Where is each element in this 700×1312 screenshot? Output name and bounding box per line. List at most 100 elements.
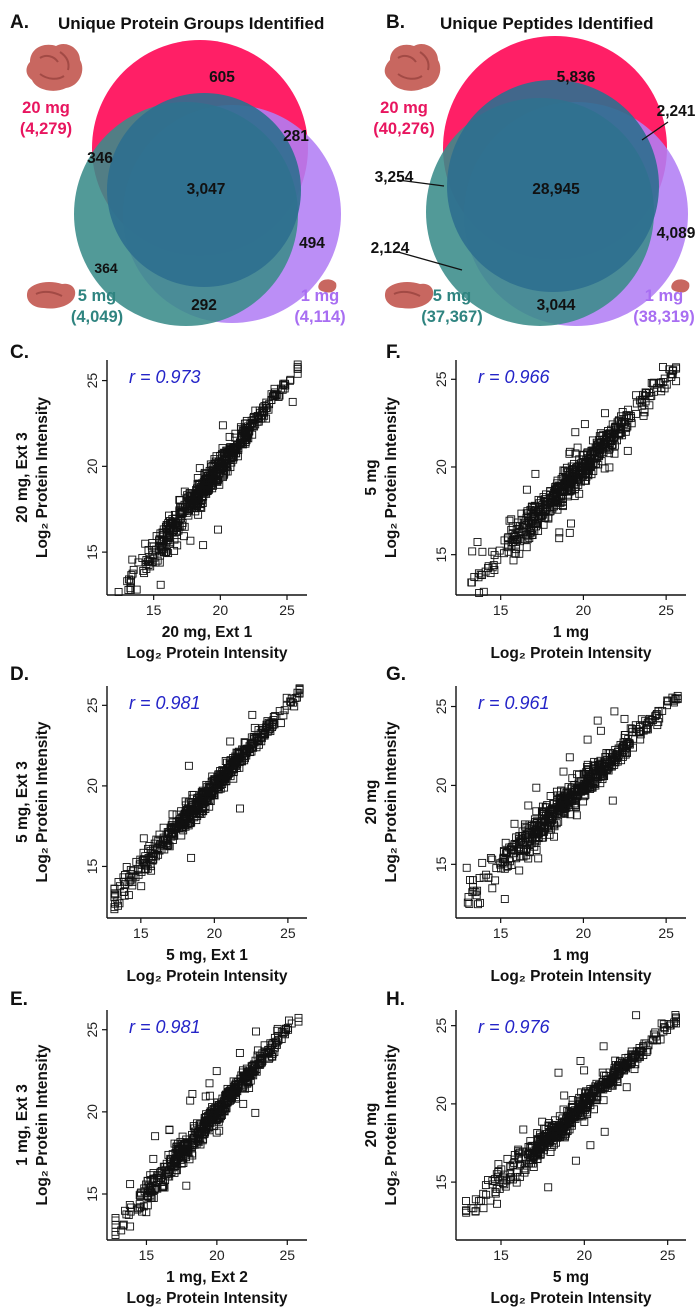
data-point	[124, 586, 133, 594]
data-point	[672, 377, 681, 386]
data-point	[184, 808, 193, 817]
data-point	[234, 1082, 243, 1091]
data-point	[478, 547, 487, 556]
data-point	[571, 801, 580, 809]
data-point	[586, 785, 595, 793]
y-tick-label: 25	[433, 371, 449, 387]
data-point	[500, 895, 509, 903]
data-point	[536, 1142, 545, 1151]
data-point	[246, 420, 255, 429]
data-point	[187, 853, 196, 862]
data-point	[521, 1165, 530, 1174]
x-tick-label: 15	[139, 1247, 155, 1263]
data-point	[239, 1066, 247, 1075]
data-point	[610, 423, 619, 432]
data-point	[534, 854, 543, 863]
data-point	[178, 1145, 187, 1154]
data-point	[212, 1116, 221, 1125]
data-point	[655, 714, 664, 723]
data-point	[556, 481, 565, 490]
data-point	[223, 1098, 232, 1107]
data-point	[580, 1066, 589, 1075]
data-point	[295, 689, 304, 698]
x-tick-label: 25	[280, 925, 296, 941]
data-point	[572, 811, 581, 820]
data-point	[550, 832, 558, 841]
data-point	[119, 1221, 128, 1230]
data-point	[488, 547, 497, 556]
data-point	[507, 515, 516, 524]
data-point	[641, 397, 650, 406]
data-point	[220, 1106, 229, 1115]
data-point	[276, 719, 285, 728]
y-axis-label: 20 mg	[363, 1103, 380, 1148]
data-point	[468, 547, 477, 556]
data-point	[145, 1184, 154, 1193]
data-point	[199, 541, 208, 550]
data-point	[523, 535, 532, 544]
data-point	[560, 1091, 569, 1100]
data-point	[234, 754, 243, 763]
data-point	[201, 1092, 210, 1101]
venn-b-total-20mg: (40,276)	[373, 120, 434, 138]
scatter-panel: F. 15 20 25 15 20 25 r = 0.966 1 mg Log₂ Protein …	[363, 342, 686, 662]
venn-a-total-20mg: (4,279)	[20, 120, 72, 138]
data-point	[626, 411, 635, 420]
data-point	[519, 846, 528, 855]
data-point	[210, 783, 219, 792]
data-point	[250, 723, 259, 732]
data-point	[618, 752, 627, 761]
data-point	[624, 414, 633, 423]
x-tick-label: 20	[207, 925, 223, 941]
data-point	[624, 405, 633, 414]
x-axis-units-label: Log₂ Protein Intensity	[490, 1290, 651, 1307]
data-point	[124, 878, 133, 887]
data-point	[552, 819, 561, 828]
y-axis-label: 5 mg	[363, 459, 380, 495]
data-point	[565, 528, 574, 537]
data-point	[574, 1102, 583, 1111]
data-point	[647, 391, 656, 400]
x-axis-label: 20 mg, Ext 1	[162, 624, 253, 641]
venn-b-20-5: 3,254	[375, 169, 414, 186]
data-point	[636, 735, 645, 744]
data-point	[258, 407, 267, 416]
data-point	[560, 794, 569, 803]
data-point	[640, 1039, 649, 1048]
data-point	[599, 1042, 608, 1051]
data-point	[149, 1194, 158, 1202]
data-point	[190, 491, 199, 500]
data-point	[563, 492, 572, 501]
data-point	[580, 420, 589, 429]
x-axis-units-label: Log₂ Protein Intensity	[490, 645, 651, 662]
data-point	[252, 1027, 260, 1036]
data-point	[138, 1207, 146, 1216]
data-point	[512, 524, 521, 533]
data-point	[249, 1071, 258, 1080]
data-point	[162, 530, 171, 539]
data-point	[649, 387, 658, 396]
data-point	[656, 1035, 665, 1044]
data-point	[212, 1067, 221, 1076]
x-tick-label: 15	[493, 602, 509, 618]
panel-letter: H.	[386, 989, 405, 1010]
data-point	[621, 427, 630, 436]
data-point	[224, 769, 233, 778]
data-point	[559, 767, 568, 776]
data-point	[565, 447, 574, 456]
data-point	[571, 449, 580, 458]
data-point	[514, 535, 523, 543]
venn-a-20-5: 346	[87, 150, 113, 167]
data-point	[195, 480, 204, 489]
scatter-panels: C. 15 20 25 15 20 25 r = 0.973 20 mg, Ext 1 Log₂ …	[10, 342, 686, 1307]
data-point	[476, 898, 484, 907]
data-point	[513, 536, 522, 545]
data-point	[467, 578, 476, 587]
data-point	[672, 364, 681, 373]
data-point	[613, 1074, 622, 1083]
data-point	[150, 839, 159, 848]
data-point	[662, 380, 671, 389]
data-point	[111, 1216, 120, 1225]
data-point	[494, 1168, 503, 1177]
scatter-points	[114, 360, 302, 596]
